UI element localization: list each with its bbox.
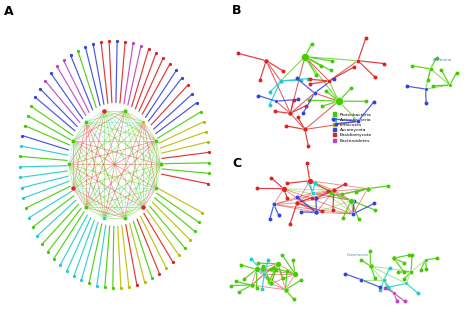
Text: A: A xyxy=(4,5,13,18)
Text: Unverrucom: Unverrucom xyxy=(347,253,369,257)
Text: Alternaria: Alternaria xyxy=(433,58,452,62)
Text: C: C xyxy=(232,157,241,170)
Legend: Proteobacteria, Actinobacteria, Firmicutes, Ascomycota, Basidiomycota, Bacteroid: Proteobacteria, Actinobacteria, Firmicut… xyxy=(333,112,372,143)
Text: B: B xyxy=(232,4,242,17)
